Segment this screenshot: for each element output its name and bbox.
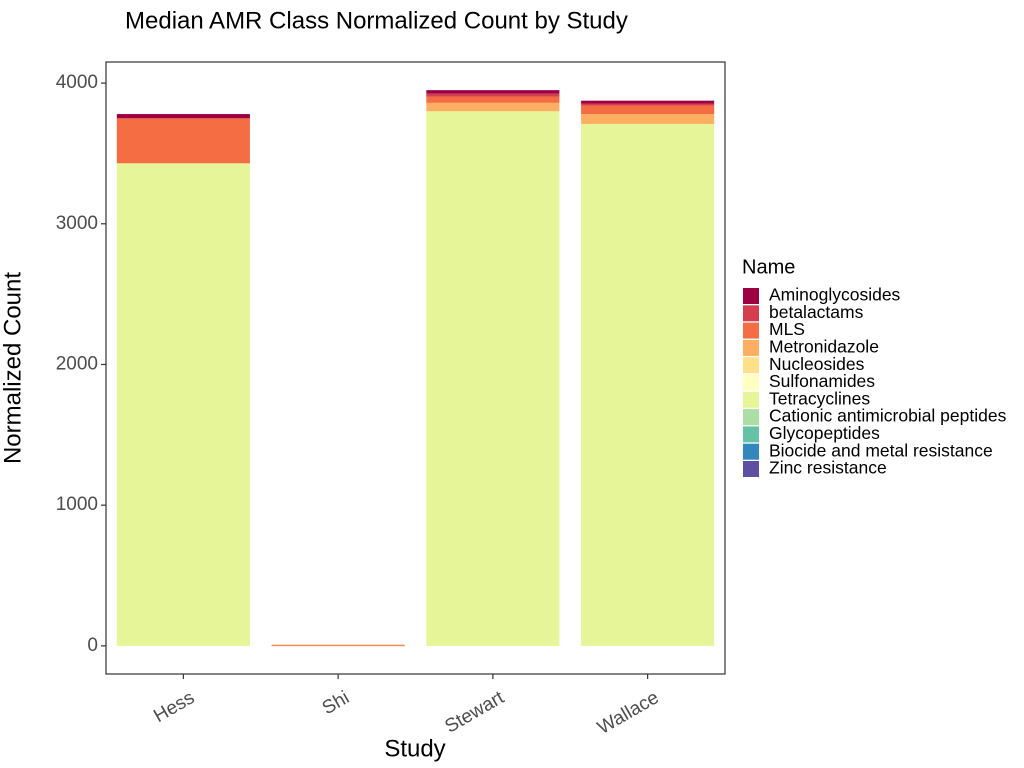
legend-label-glycopeptides: Glycopeptides xyxy=(769,423,880,443)
y-tick-label: 4000 xyxy=(56,72,98,93)
x-tick-label-stewart: Stewart xyxy=(441,687,508,738)
legend-label-sulfonamides: Sulfonamides xyxy=(769,371,875,391)
legend-key-glycopeptides xyxy=(743,426,759,443)
legend: Name AminoglycosidesbetalactamsMLSMetron… xyxy=(742,256,1007,477)
legend-label-nucleosides: Nucleosides xyxy=(769,354,865,374)
bar-segment-stewart-betalactams xyxy=(426,93,560,97)
legend-title: Name xyxy=(742,256,795,278)
legend-key-zinc-resistance xyxy=(743,461,759,477)
legend-label-zinc-resistance: Zinc resistance xyxy=(769,458,887,478)
legend-key-biocide-and-metal-resistance xyxy=(743,443,759,460)
y-axis: 0 1000 2000 3000 4000 xyxy=(56,72,106,656)
legend-key-cationic-antimicrobial-peptides xyxy=(743,409,759,426)
y-tick-label: 2000 xyxy=(56,353,98,374)
legend-label-cationic-antimicrobial-peptides: Cationic antimicrobial peptides xyxy=(769,406,1007,426)
x-tick-label-hess: Hess xyxy=(150,687,198,727)
chart-title: Median AMR Class Normalized Count by Stu… xyxy=(125,7,628,34)
bar-segment-hess-aminoglycosides xyxy=(116,114,250,119)
y-tick-label: 1000 xyxy=(56,494,98,515)
legend-label-tetracyclines: Tetracyclines xyxy=(769,388,870,408)
bar-segment-shi-metronidazole xyxy=(271,645,405,647)
bars-layer xyxy=(116,90,715,647)
legend-label-aminoglycosides: Aminoglycosides xyxy=(769,285,901,305)
bar-segment-shi-mls xyxy=(271,644,405,646)
bar-segment-stewart-mls xyxy=(426,96,560,103)
legend-key-metronidazole xyxy=(743,339,759,356)
x-axis-title: Study xyxy=(384,735,445,762)
bar-segment-stewart-tetracyclines xyxy=(426,111,560,646)
legend-key-tetracyclines xyxy=(743,391,759,408)
y-tick-label: 3000 xyxy=(56,213,98,234)
legend-key-aminoglycosides xyxy=(743,288,759,304)
legend-key-sulfonamides xyxy=(743,374,759,391)
legend-label-metronidazole: Metronidazole xyxy=(769,337,879,357)
legend-key-betalactams xyxy=(743,305,759,322)
bar-segment-hess-mls xyxy=(116,118,250,164)
x-axis: Hess Shi Stewart Wallace xyxy=(150,674,663,739)
legend-label-biocide-and-metal-resistance: Biocide and metal resistance xyxy=(769,440,993,460)
legend-label-betalactams: betalactams xyxy=(769,302,864,322)
y-axis-title: Normalized Count xyxy=(0,272,26,464)
bar-segment-stewart-aminoglycosides xyxy=(426,90,560,94)
bar-segment-stewart-metronidazole xyxy=(426,102,560,112)
y-tick-label: 0 xyxy=(87,635,98,656)
bar-segment-wallace-tetracyclines xyxy=(581,123,715,646)
legend-items: AminoglycosidesbetalactamsMLSMetronidazo… xyxy=(743,285,1007,478)
bar-segment-wallace-aminoglycosides xyxy=(581,100,715,104)
legend-label-mls: MLS xyxy=(769,319,805,339)
plot-panel-border xyxy=(105,61,726,675)
legend-key-mls xyxy=(743,322,759,339)
legend-key-nucleosides xyxy=(743,357,759,374)
bar-segment-hess-tetracyclines xyxy=(116,163,250,646)
bar-segment-wallace-metronidazole xyxy=(581,114,715,124)
x-tick-label-shi: Shi xyxy=(319,687,353,719)
bar-segment-wallace-betalactams xyxy=(581,103,715,106)
x-tick-label-wallace: Wallace xyxy=(594,687,662,739)
bar-segment-wallace-mls xyxy=(581,105,715,115)
